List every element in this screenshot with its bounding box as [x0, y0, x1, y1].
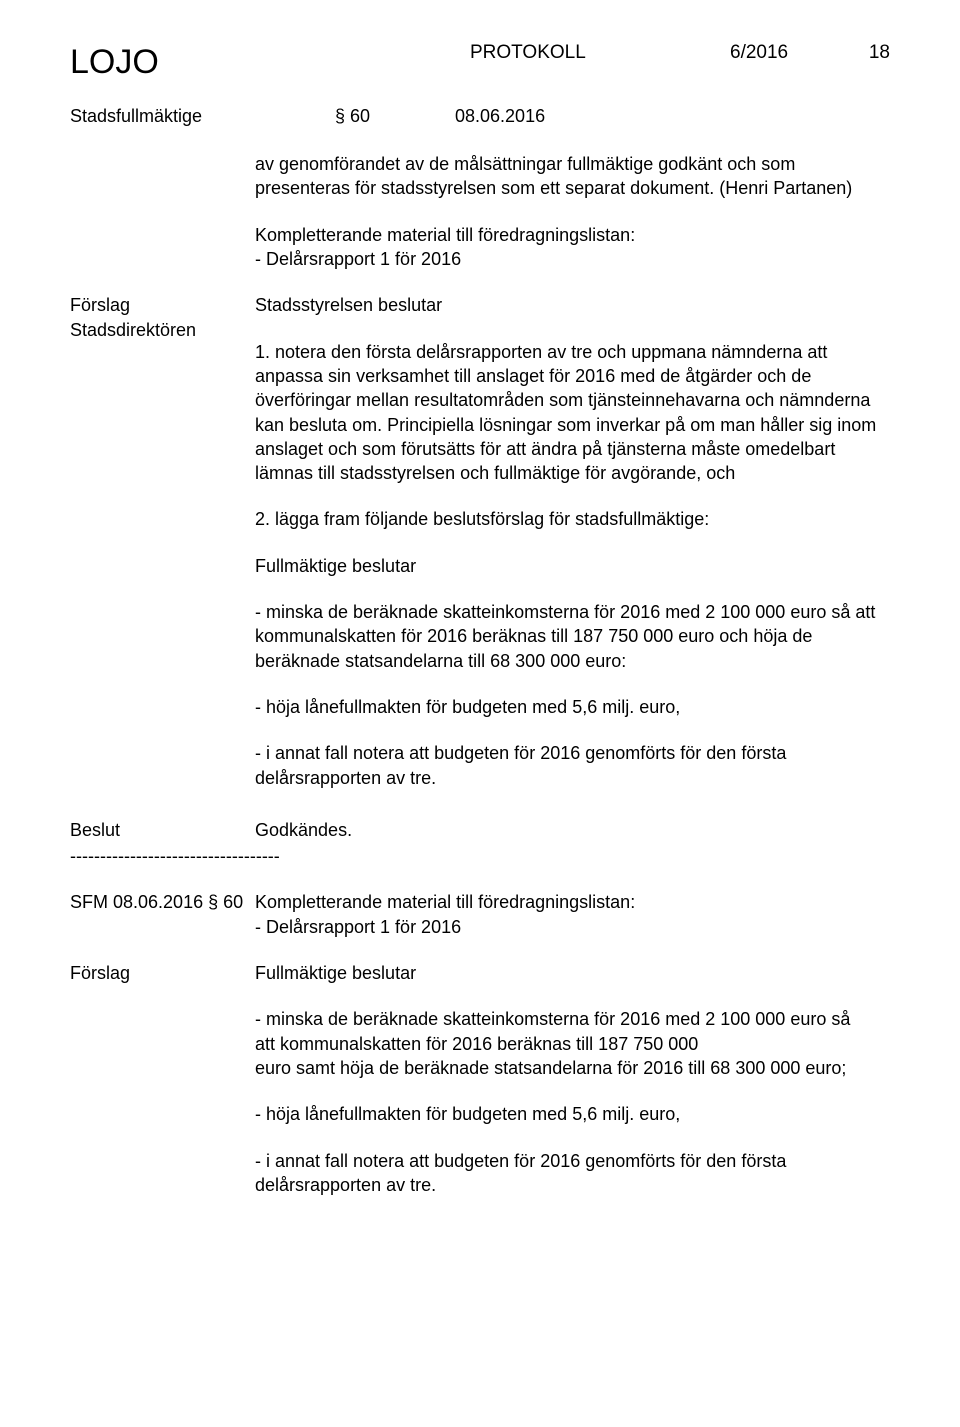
forslag1-b1b: kommunalskatten för 2016 beräknas till 1… — [255, 624, 890, 673]
forslag1-bullet3: - i annat fall notera att budgeten för 2… — [255, 741, 890, 790]
beslut-text: Godkändes. — [255, 818, 890, 842]
forslag1-bullet1: - minska de beräknade skatteinkomsterna … — [255, 600, 890, 673]
forslag1-lead: Stadsstyrelsen beslutar — [255, 293, 890, 317]
doc-number: 6/2016 — [730, 40, 850, 66]
forslag2-label: Förslag — [70, 961, 255, 985]
forslag-label-line2: Stadsdirektören — [70, 318, 255, 342]
forslag-label-line1: Förslag — [70, 293, 255, 317]
meeting-date: 08.06.2016 — [455, 104, 890, 128]
intro-para-2: Kompletterande material till föredragnin… — [255, 223, 890, 272]
sfm-line2: - Delårsrapport 1 för 2016 — [255, 915, 890, 939]
forslag2-b1a: - minska de beräknade skatteinkomsterna … — [255, 1007, 890, 1031]
forslag1-label: Förslag Stadsdirektören — [70, 293, 255, 342]
subheader-row: Stadsfullmäktige § 60 08.06.2016 — [70, 104, 890, 128]
intro-p2-line1: Kompletterande material till föredragnin… — [255, 223, 890, 247]
beslut-block: Beslut Godkändes. — [70, 818, 890, 842]
header-row: LOJO PROTOKOLL 6/2016 18 — [70, 40, 890, 86]
forslag1-item2: 2. lägga fram följande beslutsförslag fö… — [255, 507, 890, 531]
forslag1-block: Förslag Stadsdirektören Stadsstyrelsen b… — [70, 293, 890, 811]
sfm-block: SFM 08.06.2016 § 60 Kompletterande mater… — [70, 890, 890, 939]
doc-type: PROTOKOLL — [470, 40, 730, 66]
forslag1-bullet2: - höja lånefullmakten för budgeten med 5… — [255, 695, 890, 719]
separator: ----------------------------------- — [70, 844, 890, 868]
org-name: LOJO — [70, 40, 470, 86]
forslag1-b1a: - minska de beräknade skatteinkomsterna … — [255, 600, 890, 624]
forslag2-lead: Fullmäktige beslutar — [255, 961, 890, 985]
beslut-label: Beslut — [70, 818, 255, 842]
forslag2-b1c: euro samt höja de beräknade statsandelar… — [255, 1056, 890, 1080]
forslag2-bullet3: - i annat fall notera att budgeten för 2… — [255, 1149, 890, 1198]
forslag2-block: Förslag Fullmäktige beslutar - minska de… — [70, 961, 890, 1219]
forslag2-bullet1: - minska de beräknade skatteinkomsterna … — [255, 1007, 890, 1080]
forslag2-bullet2: - höja lånefullmakten för budgeten med 5… — [255, 1102, 890, 1126]
body-name: Stadsfullmäktige — [70, 104, 335, 128]
forslag1-item1: 1. notera den första delårsrapporten av … — [255, 340, 890, 486]
section-number: § 60 — [335, 104, 455, 128]
intro-para-1: av genomförandet av de målsättningar ful… — [255, 152, 890, 201]
forslag1-full-lead: Fullmäktige beslutar — [255, 554, 890, 578]
page-number: 18 — [850, 40, 890, 66]
intro-p2-item: - Delårsrapport 1 för 2016 — [255, 247, 890, 271]
sfm-line1: Kompletterande material till föredragnin… — [255, 890, 890, 914]
sfm-label: SFM 08.06.2016 § 60 — [70, 890, 255, 914]
forslag2-b1b: att kommunalskatten för 2016 beräknas ti… — [255, 1032, 890, 1056]
